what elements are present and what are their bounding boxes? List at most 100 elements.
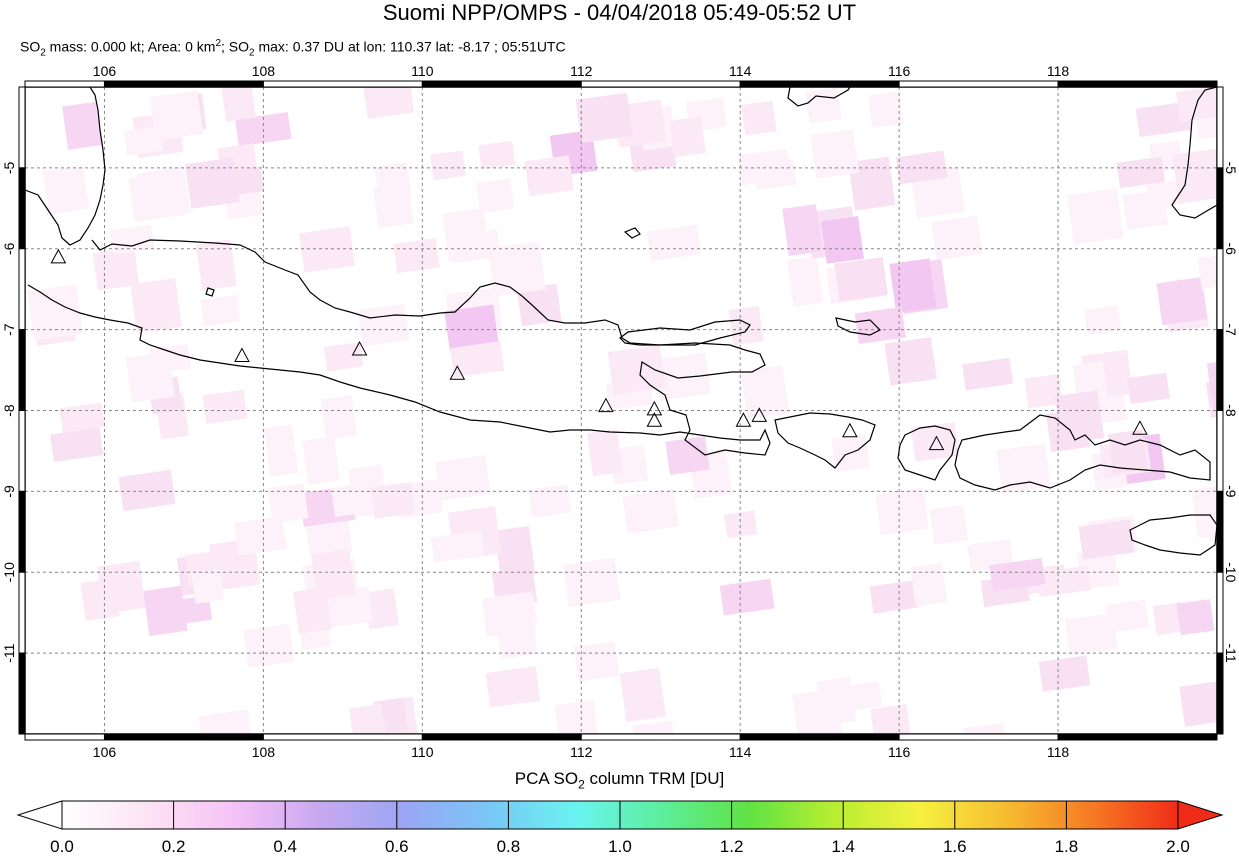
so2-pixel	[889, 258, 936, 313]
so2-pixel	[478, 141, 515, 170]
so2-pixel	[192, 569, 224, 603]
so2-pixel	[196, 239, 237, 290]
so2-pixel	[119, 470, 176, 512]
colorbar-title: PCA SO2 column TRM [DU]	[0, 769, 1239, 794]
coastline-bawean	[625, 228, 640, 238]
axis-bar-segment	[899, 734, 1058, 740]
axis-bar-segment	[1217, 572, 1223, 653]
so2-pixel	[299, 226, 355, 272]
axis-bar-segment	[263, 81, 422, 87]
so2-pixel	[587, 429, 623, 476]
so2-pixel	[574, 641, 619, 681]
axis-bar-segment	[1217, 330, 1223, 411]
so2-pixel	[476, 178, 514, 213]
so2-pixel	[370, 482, 415, 519]
colorbar-label: 2.0	[1166, 838, 1190, 856]
so2-pixel	[264, 424, 299, 476]
axis-bar-segment	[25, 734, 104, 740]
lon-tick-label: 106	[93, 63, 117, 79]
so2-pixel	[669, 117, 706, 158]
lat-tick-label: -6	[1223, 243, 1239, 256]
so2-pixel	[485, 666, 540, 708]
axis-bar-segment	[1217, 491, 1223, 572]
so2-pixel	[1067, 188, 1123, 244]
so2-pixel	[741, 101, 777, 136]
so2-pixel	[143, 586, 187, 636]
axis-bar-segment	[1217, 249, 1223, 330]
lat-tick-label: -5	[1223, 162, 1239, 175]
so2-pixel	[576, 93, 633, 143]
so2-pixel	[647, 225, 701, 262]
so2-pixel	[1176, 86, 1222, 122]
coastline-karimunjawa	[206, 288, 214, 296]
so2-pixel	[1176, 599, 1214, 635]
so2-pixel	[488, 241, 546, 296]
colorbar-label: 0.2	[162, 838, 186, 856]
axis-bar-segment	[1058, 734, 1217, 740]
axis-bar-segment	[19, 249, 25, 330]
so2-pixel	[821, 216, 864, 264]
lon-tick-label: 112	[570, 744, 593, 760]
so2-pixel	[810, 129, 859, 179]
so2-pixel	[870, 580, 919, 614]
so2-pixel	[311, 549, 355, 600]
so2-pixel	[150, 91, 204, 141]
colorbar-label: 0.4	[273, 838, 297, 856]
volcano-icon	[843, 424, 857, 437]
colorbar-label: 1.0	[608, 838, 632, 856]
lon-tick-label: 116	[888, 744, 911, 760]
so2-pixel	[608, 345, 666, 395]
lon-tick-label: 110	[411, 63, 434, 79]
so2-pixel	[42, 165, 89, 214]
colorbar-label: 0.8	[497, 838, 521, 856]
axis-bar-segment	[104, 734, 263, 740]
axis-bar-segment	[19, 491, 25, 572]
lat-tick-label: -9	[1223, 485, 1239, 498]
so2-pixel	[875, 488, 928, 535]
lon-tick-label: 112	[570, 63, 593, 79]
so2-pixel	[563, 558, 621, 607]
lat-tick-label: -10	[1, 562, 17, 582]
lat-tick-label: -5	[1, 161, 17, 174]
colorbar-label: 0.6	[385, 838, 409, 856]
lon-tick-label: 114	[729, 63, 752, 79]
so2-pixel	[1179, 680, 1232, 727]
so2-pixel	[855, 307, 906, 344]
so2-pixel	[435, 455, 490, 500]
colorbar-label: 1.4	[831, 838, 855, 856]
so2-pixel	[1157, 277, 1208, 325]
lon-tick-label: 116	[888, 63, 911, 79]
axis-bar-segment	[581, 734, 740, 740]
so2-pixel	[834, 257, 888, 302]
so2-pixel	[525, 155, 574, 196]
axis-bar-segment	[19, 330, 25, 411]
lon-tick-label: 118	[1047, 744, 1070, 760]
so2-pixel	[787, 256, 823, 307]
colorbar-label: 1.2	[720, 838, 744, 856]
so2-pixel	[130, 278, 182, 333]
so2-pixel	[964, 723, 1009, 764]
so2-pixel	[1039, 655, 1091, 691]
so2-pixel	[729, 306, 764, 345]
axis-bar-segment	[25, 81, 104, 87]
so2-pixel-layer	[27, 80, 1239, 773]
so2-pixel	[632, 721, 678, 774]
lat-tick-label: -10	[1223, 562, 1239, 582]
lat-tick-label: -8	[1, 404, 17, 417]
so2-pixel	[110, 225, 154, 255]
lon-tick-label: 118	[1047, 63, 1070, 79]
so2-pixel	[885, 337, 937, 385]
lon-tick-label: 114	[729, 744, 752, 760]
axis-bar-segment	[19, 653, 25, 734]
so2-pixel	[62, 102, 102, 150]
so2-pixel	[442, 208, 490, 261]
so2-pixel	[868, 91, 903, 128]
so2-pixel	[302, 436, 340, 484]
axis-bar-segment	[1058, 81, 1217, 87]
so2-pixel	[805, 87, 842, 123]
colorbar-label: 1.6	[943, 838, 967, 856]
so2-pixel	[930, 505, 968, 545]
volcano-icon	[235, 349, 249, 362]
colorbar-label: 0.0	[50, 838, 74, 856]
